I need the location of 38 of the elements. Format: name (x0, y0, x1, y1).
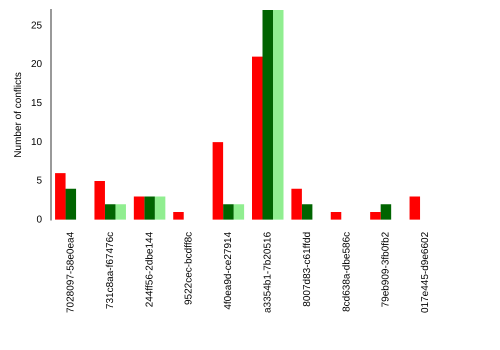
bar (115, 204, 126, 220)
x-tick-label: 79eb909-3fb0fb2 (380, 231, 392, 308)
bar (302, 204, 312, 220)
y-tick-label: 20 (31, 59, 43, 70)
y-tick-label: 5 (36, 176, 43, 187)
bar (173, 212, 184, 220)
bar (94, 180, 105, 220)
bar (66, 188, 76, 220)
bar (273, 10, 284, 220)
bar (154, 196, 166, 220)
bar (410, 196, 420, 220)
x-tick-label: 8007d83-c61ffdd (302, 232, 313, 307)
bar (252, 56, 263, 220)
y-tick-label: 25 (31, 20, 43, 32)
y-axis-title: Number of conflicts (12, 72, 24, 158)
x-tick-label: 4f0ea9d-ce27914 (223, 231, 234, 310)
x-tick-label: 7028097-58e0ea4 (66, 231, 77, 314)
bar (212, 142, 224, 220)
x-tick-label: 731c8aa-f67476c (104, 232, 116, 310)
x-tick-label: 8cd638a-dbe586c (341, 232, 352, 312)
x-tick-label: a3354b1-7b20516 (262, 231, 274, 314)
bar (380, 204, 392, 220)
x-tick-label: 017e445-d9e6602 (420, 231, 432, 314)
bar (223, 204, 234, 220)
bar (144, 196, 155, 220)
bar (234, 204, 244, 220)
bar (134, 196, 144, 220)
bar (55, 173, 66, 220)
y-tick-label: 0 (36, 214, 43, 226)
x-tick-label: 9522cec-bcdff8c (184, 232, 195, 306)
bar (291, 188, 302, 220)
y-tick-label: 15 (31, 98, 43, 109)
y-tick-label: 10 (31, 136, 43, 148)
bar (370, 212, 381, 220)
bar (104, 204, 116, 220)
bar (262, 10, 274, 220)
bar (330, 212, 342, 220)
x-tick-label: 244ff56-2dbe144 (144, 231, 156, 308)
